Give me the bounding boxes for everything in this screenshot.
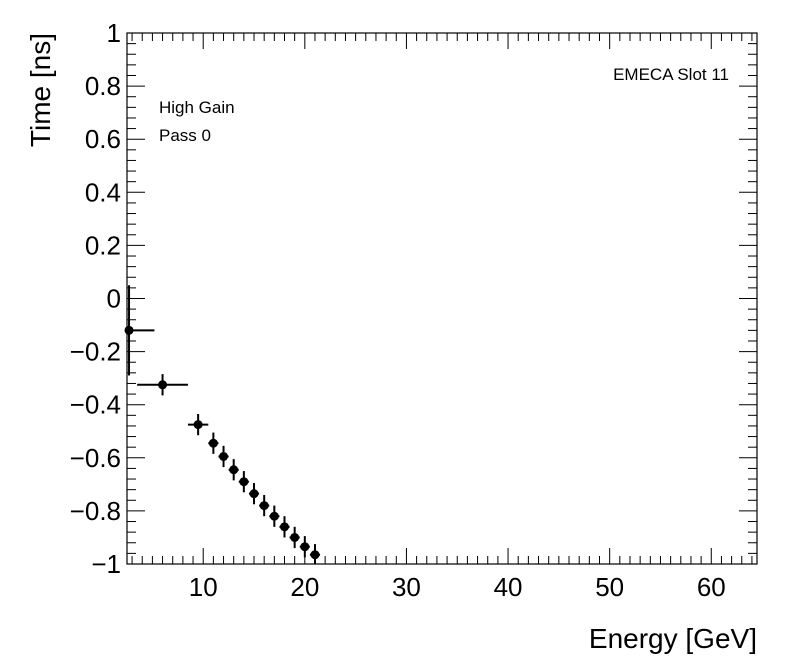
data-marker (208, 438, 218, 448)
data-marker (290, 532, 300, 542)
data-marker (124, 325, 134, 335)
x-tick-label: 60 (697, 572, 726, 602)
tick-labels-group: 10 20 30 40 50 60 −1 −0.8 −0.6 −0.4 −0.2 0 0.2 0.4 0.6… (70, 18, 726, 602)
data-points-group (124, 285, 321, 564)
y-tick-label: 0 (107, 284, 121, 314)
data-point (187, 413, 209, 436)
x-axis-title: Energy [GeV] (589, 623, 757, 654)
x-tick-label: 10 (189, 572, 218, 602)
slot-label: EMECA Slot 11 (613, 65, 729, 84)
y-tick-label: 0.2 (85, 230, 121, 260)
data-marker (219, 451, 229, 461)
axis-ticks-group (127, 32, 757, 565)
x-tick-label: 40 (494, 572, 523, 602)
data-point (269, 505, 280, 527)
data-point (137, 374, 188, 396)
data-point (228, 459, 239, 481)
data-marker (158, 380, 168, 390)
y-tick-label: −0.2 (70, 337, 121, 367)
data-marker (310, 550, 320, 560)
y-tick-label: 0.8 (85, 71, 121, 101)
pass-label: Pass 0 (159, 126, 211, 145)
data-point (238, 471, 249, 493)
data-point (259, 494, 270, 517)
data-marker (229, 465, 239, 475)
data-marker (259, 501, 269, 511)
data-marker (239, 477, 249, 487)
data-marker (300, 542, 310, 552)
data-marker (193, 420, 203, 430)
gain-label: High Gain (159, 98, 235, 117)
data-point (208, 432, 219, 454)
y-tick-label: −0.8 (70, 496, 121, 526)
y-tick-label: 0.6 (85, 124, 121, 154)
x-tick-label: 50 (595, 572, 624, 602)
data-point (309, 544, 321, 564)
data-point (279, 516, 290, 538)
data-marker (249, 489, 259, 499)
data-point (299, 536, 310, 558)
x-tick-label: 30 (392, 572, 421, 602)
y-axis-title: Time [ns] (25, 33, 56, 147)
y-tick-label: −1 (91, 549, 121, 579)
y-tick-label: −0.4 (70, 390, 121, 420)
data-point (124, 285, 155, 376)
data-marker (280, 522, 289, 532)
y-tick-label: 0.4 (85, 177, 121, 207)
x-tick-label: 20 (290, 572, 319, 602)
data-point (218, 445, 229, 468)
data-point (289, 526, 300, 549)
data-marker (269, 511, 279, 521)
y-tick-label: −0.6 (70, 443, 121, 473)
data-point (248, 483, 260, 505)
y-tick-label: 1 (107, 18, 121, 48)
